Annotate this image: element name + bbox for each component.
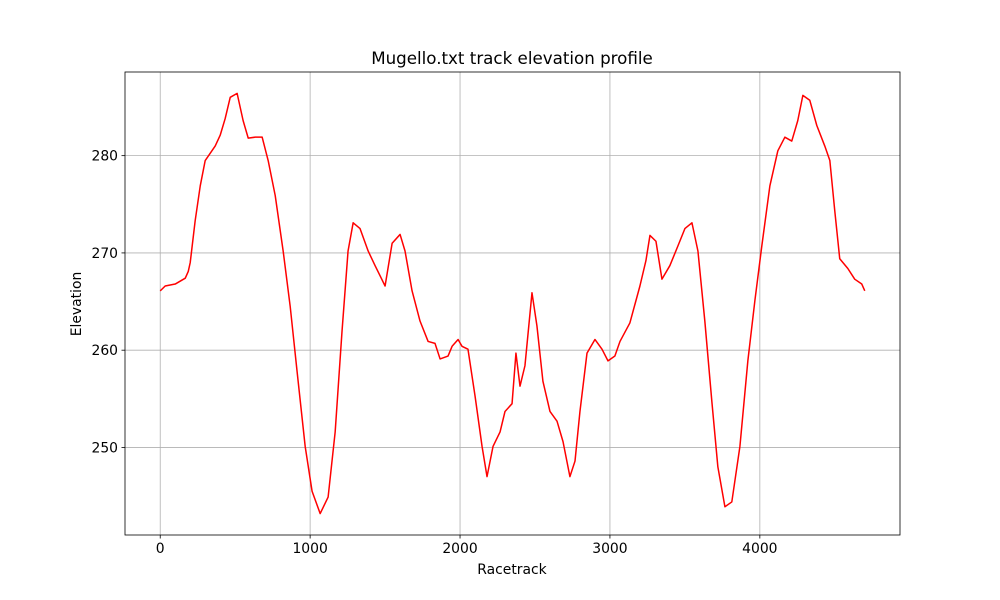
y-tick-label: 260 <box>91 343 118 359</box>
y-axis-label: Elevation <box>69 272 85 337</box>
plot-frame <box>124 71 901 536</box>
x-tick-label: 2000 <box>442 541 477 557</box>
x-axis-label: Racetrack <box>477 562 546 578</box>
line <box>159 92 866 515</box>
x-tick-label: 3000 <box>592 541 627 557</box>
chart-title: Mugello.txt track elevation profile <box>371 48 653 68</box>
y-tick-label: 270 <box>91 246 118 262</box>
x-tick-label: 4000 <box>742 541 777 557</box>
y-tick-label: 250 <box>91 440 118 456</box>
x-tick-label: 0 <box>156 541 165 557</box>
y-tick-label: 280 <box>91 149 118 165</box>
x-tick-label: 1000 <box>292 541 327 557</box>
